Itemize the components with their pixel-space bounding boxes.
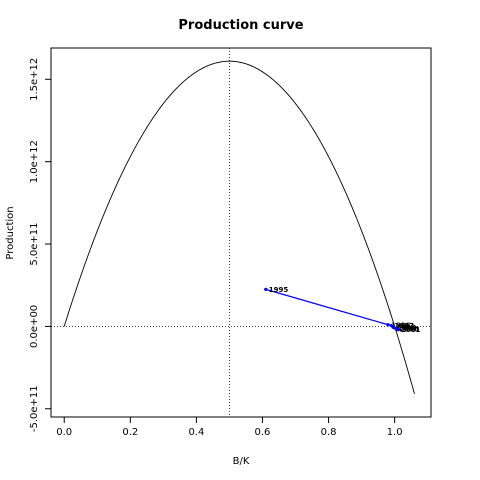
year-label: 2000 bbox=[399, 325, 419, 333]
year-label: 1998 bbox=[396, 324, 416, 332]
y-axis: -5.0e+11 0.0e+00 5.0e+11 1.0e+12 1.5e+12 bbox=[29, 58, 51, 432]
trajectory-point bbox=[264, 287, 268, 291]
year-label: 2001 bbox=[401, 326, 421, 334]
year-label: 1999 bbox=[398, 325, 418, 333]
x-tick-label: 1.0 bbox=[387, 427, 403, 438]
trajectory-point bbox=[386, 323, 390, 327]
y-axis-label: Production bbox=[5, 206, 16, 259]
chart-title: Production curve bbox=[178, 18, 303, 33]
production-curve-line bbox=[63, 60, 415, 394]
year-label: 1996 bbox=[391, 321, 411, 329]
x-axis: 0.0 0.2 0.4 0.6 0.8 1.0 bbox=[56, 417, 403, 438]
y-tick-label: 1.0e+12 bbox=[29, 140, 40, 183]
trajectory-segment bbox=[265, 288, 389, 326]
x-tick-label: 0.8 bbox=[321, 427, 337, 438]
x-tick-label: 0.0 bbox=[56, 427, 72, 438]
y-tick-label: -5.0e+11 bbox=[29, 385, 40, 432]
y-tick-label: 5.0e+11 bbox=[29, 222, 40, 265]
plot-frame bbox=[50, 47, 432, 418]
x-tick-label: 0.4 bbox=[188, 427, 204, 438]
x-tick-label: 0.2 bbox=[122, 427, 138, 438]
y-tick-label: 1.5e+12 bbox=[29, 58, 40, 101]
y-tick-label: 0.0e+00 bbox=[29, 305, 40, 348]
x-tick-label: 0.6 bbox=[255, 427, 271, 438]
year-label: 1995 bbox=[269, 286, 289, 294]
trajectory-point bbox=[396, 328, 400, 332]
x-axis-label: B/K bbox=[233, 456, 250, 467]
year-label: 1997 bbox=[394, 322, 414, 330]
